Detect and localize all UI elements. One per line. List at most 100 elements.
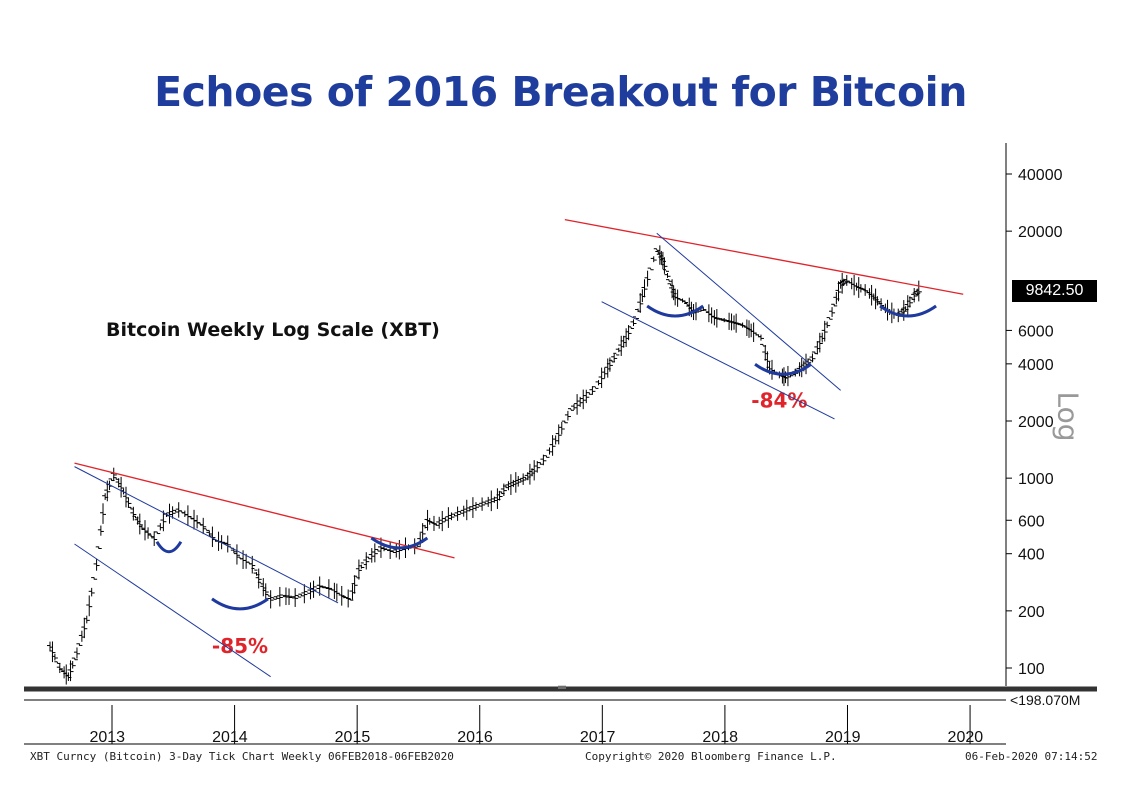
- price-bar: [387, 542, 394, 559]
- price-bar: [203, 528, 210, 531]
- price-bar: [667, 283, 674, 286]
- price-bar: [531, 460, 538, 481]
- price-bar: [71, 657, 78, 661]
- price-bar: [479, 497, 486, 511]
- price-bar: [100, 503, 107, 524]
- price-bar: [488, 490, 495, 512]
- price-bar: [433, 523, 440, 526]
- y-axis-scale-label: Log: [1051, 391, 1085, 442]
- price-bar: [577, 396, 584, 407]
- price-bar: [307, 582, 314, 600]
- price-bar: [662, 269, 669, 272]
- price-bar: [472, 502, 479, 511]
- price-bar: [703, 309, 710, 313]
- price-bar: [221, 541, 228, 545]
- y-tick-label: 20000: [1018, 224, 1063, 241]
- price-bar: [609, 359, 616, 363]
- price-bar: [445, 507, 452, 528]
- price-bar: [151, 531, 158, 546]
- bottom-arc: [211, 597, 269, 611]
- price-bar: [598, 367, 605, 389]
- price-bar: [224, 535, 231, 553]
- x-tick-label: 2019: [825, 729, 861, 746]
- price-bar: [390, 550, 397, 553]
- price-bar: [251, 567, 258, 571]
- channel-line: [601, 301, 835, 420]
- price-bar: [628, 326, 635, 329]
- price-bar: [295, 594, 302, 598]
- price-bar: [436, 516, 443, 529]
- price-bar: [197, 522, 204, 526]
- price-bars: [47, 245, 922, 685]
- price-bar: [454, 506, 461, 521]
- price-bar: [371, 543, 378, 563]
- price-bar: [384, 548, 391, 552]
- price-bar: [316, 576, 323, 596]
- price-bar: [194, 515, 201, 529]
- price-bar: [145, 527, 152, 539]
- price-bar: [500, 483, 507, 497]
- price-bar: [592, 386, 599, 389]
- price-bar: [637, 293, 644, 313]
- price-bar: [130, 506, 137, 521]
- channel-line: [656, 232, 841, 391]
- y-axis: 100 200 400 600 1000 2000 4000 6000 20000 40000: [1006, 167, 1063, 678]
- price-bar: [482, 501, 489, 505]
- price-bar: [906, 296, 913, 308]
- price-bar: [534, 461, 541, 473]
- price-bar: [757, 334, 764, 341]
- y-tick-label: 4000: [1018, 357, 1054, 374]
- drawdown-label: -85%: [212, 634, 268, 658]
- x-tick-label: 2013: [89, 729, 125, 746]
- price-bar: [496, 490, 503, 501]
- footer-left-text: XBT Curncy (Bitcoin) 3-Day Tick Chart We…: [30, 750, 454, 763]
- bottom-arc: [155, 540, 183, 554]
- price-bar: [595, 380, 602, 386]
- price-bar: [666, 279, 673, 282]
- price-bar: [255, 568, 262, 589]
- y-tick-label: 40000: [1018, 167, 1063, 184]
- price-bar: [644, 270, 651, 287]
- y-tick-label: 200: [1018, 604, 1045, 621]
- price-bar: [826, 317, 833, 320]
- price-bar: [56, 662, 63, 674]
- price-bar: [91, 577, 98, 580]
- price-bar: [292, 588, 299, 607]
- price-bar: [611, 353, 618, 362]
- y-tick-label: 6000: [1018, 323, 1054, 340]
- price-bar: [270, 597, 277, 600]
- price-bar: [586, 392, 593, 395]
- price-bar: [476, 503, 483, 507]
- x-tick-label: 2016: [457, 729, 493, 746]
- price-bar: [301, 584, 308, 604]
- resistance-trendline: [564, 218, 964, 295]
- x-axis: 2013 2014 2015 2016 2017 2018 2019 2020: [89, 705, 983, 746]
- price-bar: [88, 587, 95, 597]
- price-bar: [764, 351, 771, 370]
- price-bar: [543, 455, 550, 458]
- price-bar: [365, 556, 372, 560]
- price-bar: [915, 280, 922, 302]
- price-bar: [824, 321, 831, 328]
- price-bar: [816, 332, 823, 353]
- price-bar: [381, 546, 388, 552]
- footer-timestamp: 06-Feb-2020 07:14:52: [965, 750, 1098, 763]
- price-bar: [564, 410, 571, 421]
- price-bar: [625, 325, 632, 341]
- price-bar: [460, 505, 467, 517]
- price-bar: [313, 586, 320, 590]
- resistance-trendline: [74, 462, 455, 559]
- price-bar: [83, 615, 90, 624]
- bottom-arc: [879, 304, 937, 318]
- price-bar: [76, 643, 83, 646]
- price-bar: [81, 617, 88, 639]
- price-bar: [705, 304, 712, 323]
- price-bar: [396, 539, 403, 560]
- lower-overflow-label: <198.070M: [1010, 692, 1081, 708]
- price-bar: [286, 588, 293, 605]
- price-bar: [809, 353, 816, 363]
- price-bar: [181, 510, 188, 517]
- price-bar: [298, 593, 305, 597]
- price-bar: [469, 497, 476, 518]
